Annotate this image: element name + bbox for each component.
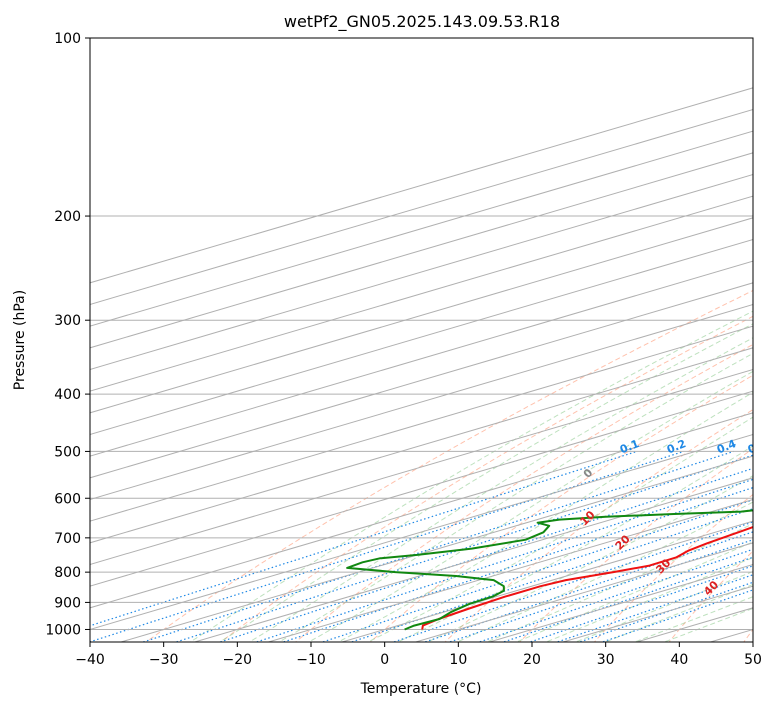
mixing-ratio-line xyxy=(600,589,753,642)
mixing-ratio-line xyxy=(90,450,684,642)
isotherm-gridline xyxy=(90,260,753,457)
mixing-ratio-line xyxy=(555,574,753,642)
y-tick-label: 500 xyxy=(54,444,81,460)
moist-adiabat-line xyxy=(218,323,753,642)
isotherm-gridline xyxy=(90,390,753,587)
y-tick-label: 400 xyxy=(54,387,81,403)
temperature-profile-line xyxy=(421,525,753,630)
y-axis-label: Pressure (hPa) xyxy=(12,290,28,390)
mixing-ratio-label: 0.6 xyxy=(746,437,769,456)
moist-adiabat-line xyxy=(396,445,753,642)
y-tick-label: 100 xyxy=(54,31,81,47)
x-axis-label: Temperature (°C) xyxy=(360,681,482,697)
x-tick-label: 0 xyxy=(380,652,389,668)
y-tick-label: 700 xyxy=(54,531,81,547)
isotherm-gridline xyxy=(192,477,753,642)
isotherm-gridline xyxy=(119,455,753,642)
x-tick-label: −40 xyxy=(75,652,105,668)
isotherm-gridline xyxy=(90,325,753,522)
isotherm-gridline xyxy=(90,152,753,349)
isotherm-gridline xyxy=(90,195,753,392)
mixing-ratio-lines xyxy=(90,450,753,642)
x-tick-label: 40 xyxy=(670,652,688,668)
x-tick-label: 20 xyxy=(523,652,541,668)
moist-adiabat-line xyxy=(189,310,753,642)
mixing-ratio-line xyxy=(281,486,753,642)
x-tick-label: −30 xyxy=(149,652,179,668)
y-tick-label: 600 xyxy=(54,491,81,507)
mixing-ratio-line xyxy=(174,454,753,642)
mixing-ratio-line xyxy=(391,521,753,642)
x-axis-ticks: −40 −30 −20 −10 0 10 20 30 40 50 xyxy=(75,642,762,668)
isotherm-gridline xyxy=(90,108,753,305)
isotherm-gridline xyxy=(90,282,753,479)
isotherm-gridline xyxy=(90,368,753,565)
sounding-profiles xyxy=(346,509,753,631)
pressure-gridlines xyxy=(90,38,753,630)
isotherm-gridline xyxy=(90,238,753,435)
x-tick-label: 10 xyxy=(449,652,467,668)
isotherm-gridlines xyxy=(90,87,753,642)
mixing-ratio-line xyxy=(218,467,753,642)
plot-area: -100-90-80-70-60-50-40-30-20-100.10.20.4… xyxy=(90,38,769,642)
isotherm-gridline xyxy=(90,347,753,544)
y-tick-label: 900 xyxy=(54,595,81,611)
y-axis-ticks: 100 200 300 400 500 600 700 800 900 1000 xyxy=(45,31,90,638)
isotherm-gridline xyxy=(266,498,753,642)
moist-adiabat-line xyxy=(307,370,753,642)
y-tick-label: 300 xyxy=(54,313,81,329)
isotherm-gridline xyxy=(90,303,753,500)
x-tick-label: −20 xyxy=(223,652,253,668)
isotherm-gridline xyxy=(90,87,753,284)
dewpoint-profile-line xyxy=(346,509,753,631)
mixing-ratio-line xyxy=(254,478,753,642)
isotherm-gridline xyxy=(340,520,753,642)
dry-adiabat-line xyxy=(220,315,753,642)
chart-title: wetPf2_GN05.2025.143.09.53.R18 xyxy=(284,12,560,32)
plot-frame xyxy=(89,37,754,643)
mixing-ratio-line xyxy=(477,548,753,642)
mixing-ratio-line xyxy=(501,556,753,642)
isotherm-gridline xyxy=(90,217,753,414)
x-tick-label: 50 xyxy=(744,652,762,668)
isotherm-gridline xyxy=(90,433,753,630)
isotherm-gridline xyxy=(90,412,753,609)
y-tick-label: 800 xyxy=(54,565,81,581)
x-tick-label: 30 xyxy=(597,652,615,668)
y-tick-label: 200 xyxy=(54,209,81,225)
y-tick-label: 1000 xyxy=(45,622,81,638)
mixing-ratio-line xyxy=(577,581,753,642)
mixing-ratio-line xyxy=(528,565,753,642)
isotherm-gridline xyxy=(90,173,753,370)
x-tick-label: −10 xyxy=(296,652,326,668)
